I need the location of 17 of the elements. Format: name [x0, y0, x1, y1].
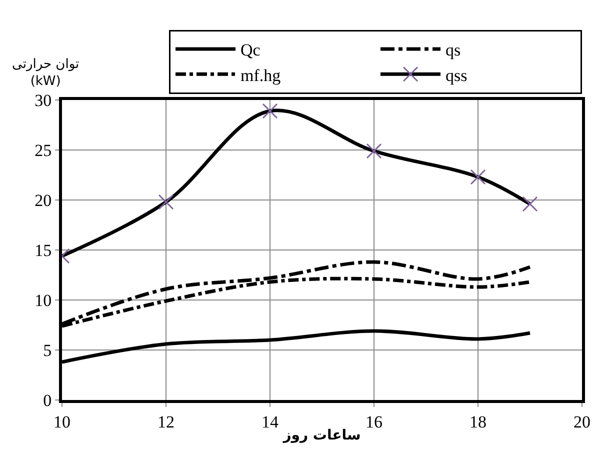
y-tick-label: 0 — [43, 390, 52, 410]
legend-label: Qc — [240, 40, 261, 60]
y-tick-label: 25 — [34, 140, 52, 160]
y-tick-label: 5 — [43, 340, 52, 360]
x-tick-label: 20 — [574, 412, 590, 432]
y-tick-label: 15 — [34, 240, 52, 260]
legend-label: qss — [446, 66, 468, 85]
y-tick-label: 30 — [34, 90, 52, 110]
x-axis-title: ساعات روز — [282, 428, 361, 444]
x-tick-label: 16 — [366, 412, 382, 432]
x-tick-label: 12 — [158, 412, 174, 432]
legend-label: qs — [446, 40, 461, 60]
y-tick-label: 20 — [34, 190, 52, 210]
x-tick-label: 14 — [262, 412, 279, 432]
legend-label: mf.hg — [240, 66, 282, 85]
y-tick-label: 10 — [34, 290, 52, 310]
x-tick-label: 18 — [470, 412, 486, 432]
